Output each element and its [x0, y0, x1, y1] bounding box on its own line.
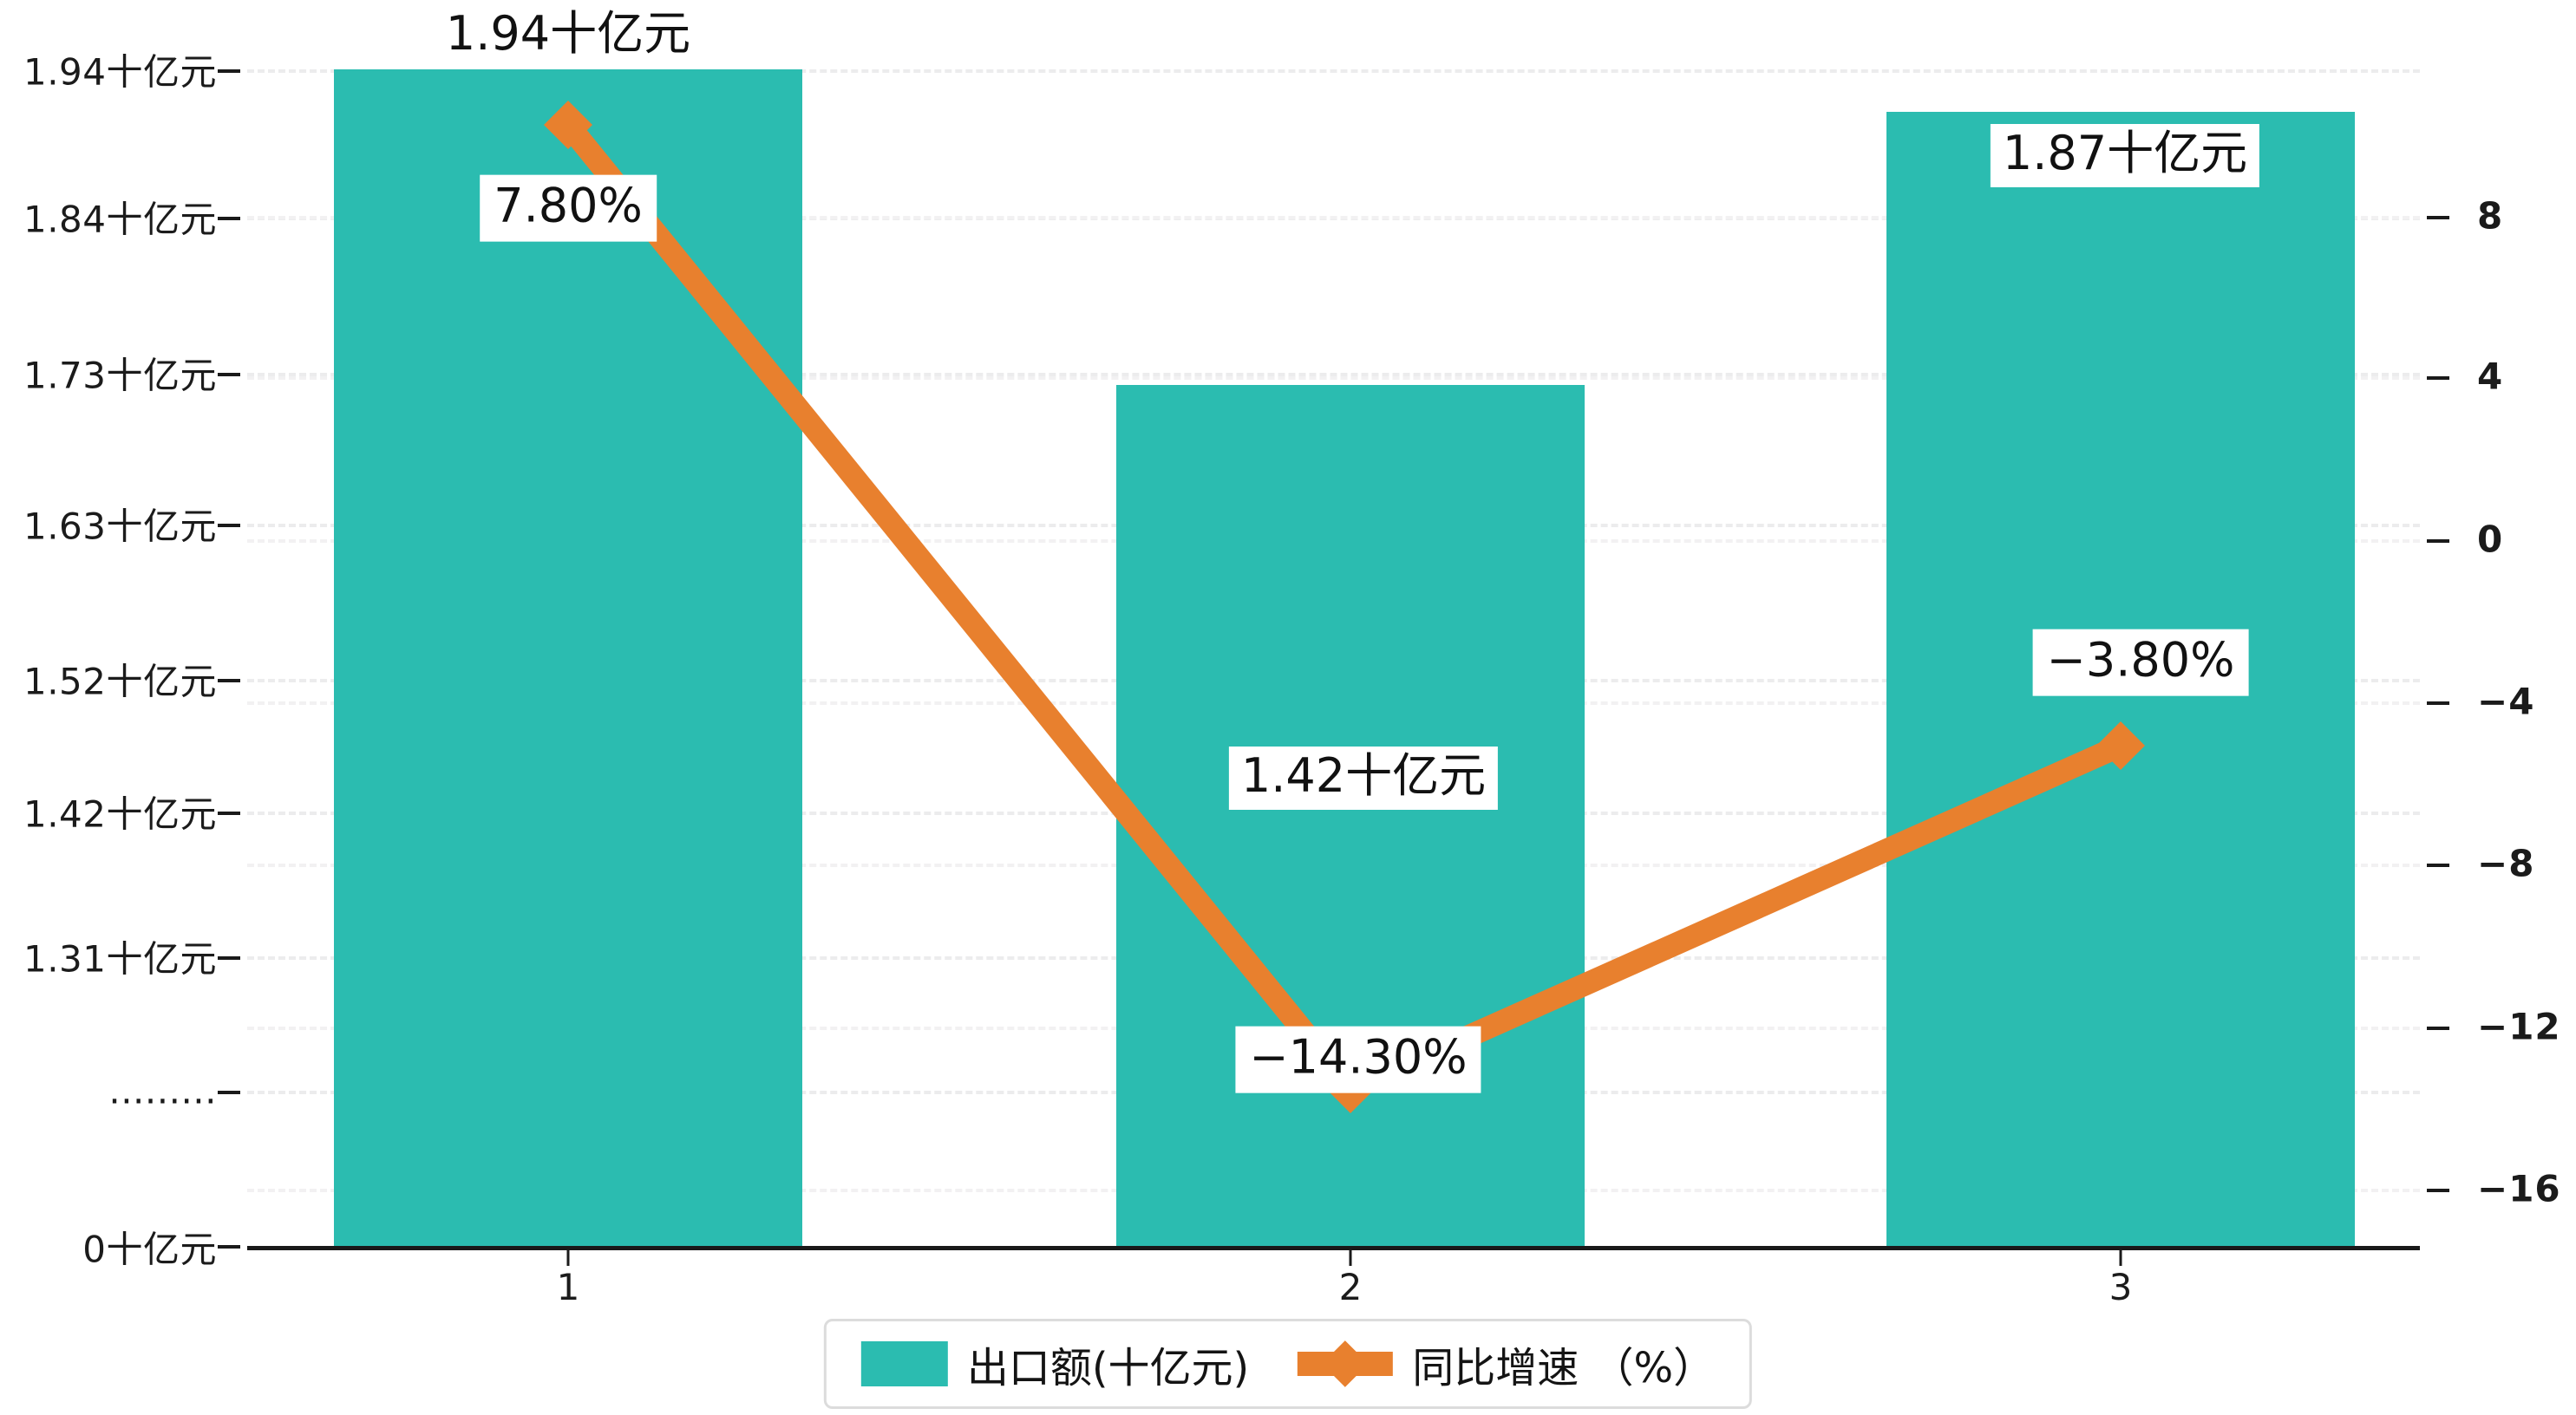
y-axis-left-tick-label: 0十亿元: [82, 1228, 217, 1271]
legend-item-label: 同比增速 （%）: [1412, 1344, 1716, 1392]
legend-diamond-marker-icon: [1322, 1340, 1370, 1387]
y-axis-left-tick-label: 1.84十亿元: [23, 198, 217, 241]
bar-category-2[interactable]: [1116, 385, 1585, 1246]
y-axis-left-tick-label: 1.31十亿元: [23, 937, 217, 981]
line-value-label: 7.80%: [480, 174, 657, 242]
bar-value-label: 1.94十亿元: [433, 4, 703, 68]
y-axis-left-tick-label: 1.63十亿元: [23, 505, 217, 548]
y-axis-right-tick-label: 4: [2477, 355, 2504, 398]
legend-square-swatch-icon: [860, 1341, 948, 1386]
bar-category-1[interactable]: [334, 69, 802, 1246]
y-axis-left-tick-label: .........: [108, 1069, 217, 1112]
y-axis-right-tick-label: −16: [2477, 1167, 2561, 1210]
x-axis-line: [247, 1246, 2420, 1250]
chart-legend: 出口额(十亿元) 同比增速 （%）: [823, 1319, 1753, 1409]
x-axis-tick-label: 2: [1338, 1266, 1363, 1308]
x-axis-tick-label: 1: [556, 1266, 580, 1308]
y-axis-right-tick-label: −12: [2477, 1005, 2561, 1048]
y-axis-right-tick-label: −8: [2477, 842, 2535, 885]
y-axis-left-tick-label: 1.73十亿元: [23, 354, 217, 397]
y-axis-right-tick-label: −4: [2477, 680, 2535, 723]
legend-item-label: 出口额(十亿元): [966, 1344, 1250, 1392]
bar-value-label: 1.87十亿元: [1990, 124, 2260, 187]
bar-value-label: 1.42十亿元: [1228, 747, 1499, 810]
y-axis-left-tick-label: 1.42十亿元: [23, 792, 217, 836]
y-axis-left-tick-label: 1.94十亿元: [23, 50, 217, 94]
y-axis-left-tick-label: 1.52十亿元: [23, 660, 217, 703]
line-value-label: −14.30%: [1235, 1026, 1481, 1093]
x-axis-tick-label: 3: [2109, 1266, 2133, 1308]
y-axis-right-tick-label: 0: [2477, 518, 2504, 561]
line-value-label: −3.80%: [2032, 629, 2249, 696]
legend-line-diamond-icon: [1298, 1340, 1394, 1387]
legend-item-bar-series[interactable]: 出口额(十亿元): [860, 1333, 1250, 1394]
legend-item-line-series[interactable]: 同比增速 （%）: [1298, 1333, 1715, 1394]
y-axis-right-tick-label: 8: [2477, 194, 2504, 238]
